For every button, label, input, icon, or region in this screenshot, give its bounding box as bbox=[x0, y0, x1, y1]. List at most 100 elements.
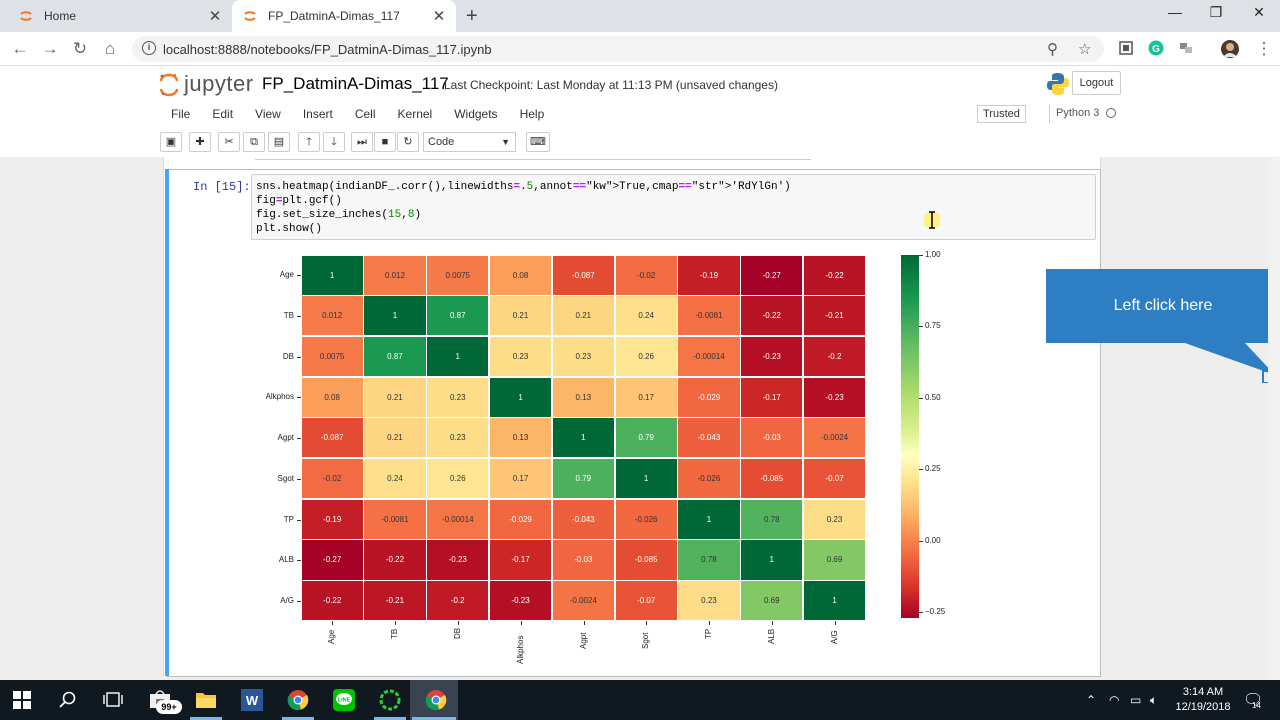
heatmap-cell: 0.23 bbox=[803, 499, 866, 539]
menu-view[interactable]: View bbox=[255, 107, 281, 121]
translate-icon[interactable] bbox=[1178, 40, 1196, 58]
menu-file[interactable]: File bbox=[171, 107, 191, 121]
copy-icon[interactable]: ⧉ bbox=[243, 132, 265, 152]
keyboard-icon[interactable]: ⌨ bbox=[526, 132, 550, 152]
heatmap-cell: -0.087 bbox=[301, 418, 363, 458]
menu-widgets[interactable]: Widgets bbox=[454, 107, 498, 121]
heatmap-y-tick bbox=[297, 316, 301, 318]
logout-button[interactable]: Logout bbox=[1072, 71, 1121, 95]
menu-insert[interactable]: Insert bbox=[302, 107, 333, 121]
svg-text:LINE: LINE bbox=[338, 698, 351, 704]
tab-title: Home bbox=[44, 9, 77, 23]
heatmap-y-tick bbox=[297, 519, 301, 521]
volume-icon[interactable]: 🔈︎ bbox=[1150, 693, 1158, 707]
minimize-icon[interactable]: — bbox=[1168, 4, 1182, 20]
heatmap-x-label: Sgot bbox=[641, 632, 651, 650]
taskbar-underline bbox=[412, 717, 456, 720]
heatmap-cell: -0.085 bbox=[615, 540, 677, 580]
svg-text:G: G bbox=[1152, 44, 1160, 55]
home-icon[interactable]: ⌂ bbox=[104, 39, 116, 58]
address-bar[interactable]: i localhost:8888/notebooks/FP_DatminA-Di… bbox=[132, 36, 1104, 62]
taskbar-clock[interactable]: 3:14 AM 12/19/2018 bbox=[1168, 685, 1238, 715]
task-view-icon[interactable] bbox=[101, 688, 125, 712]
word-icon[interactable]: W bbox=[240, 688, 264, 712]
tray-chevron-icon[interactable]: ⌃ bbox=[1086, 693, 1097, 707]
file-explorer-icon[interactable] bbox=[194, 688, 218, 712]
heatmap-cell: -0.2 bbox=[803, 336, 866, 377]
heatmap-cell: -0.23 bbox=[427, 540, 489, 580]
zoom-icon[interactable]: ⚲ bbox=[1047, 41, 1058, 58]
menu-dots-icon[interactable]: ⋮ bbox=[1255, 39, 1273, 58]
trusted-indicator[interactable]: Trusted bbox=[977, 105, 1026, 123]
heatmap-cell: -0.17 bbox=[489, 540, 552, 580]
line-icon[interactable]: LINE bbox=[332, 688, 356, 712]
jupyter-logo[interactable]: jupyter bbox=[159, 71, 254, 97]
heatmap-cell: 1 bbox=[427, 336, 489, 377]
move-down-icon[interactable]: 🡓 bbox=[323, 132, 345, 152]
python-logo-icon bbox=[1046, 72, 1070, 96]
new-tab-icon[interactable]: + bbox=[466, 5, 478, 27]
reload-icon[interactable]: ↻ bbox=[72, 39, 88, 58]
heatmap-cell: 0.69 bbox=[803, 540, 866, 580]
heatmap-cell: -0.22 bbox=[803, 255, 866, 295]
heatmap-cell: 0.13 bbox=[489, 418, 552, 458]
heatmap-cell: 0.21 bbox=[552, 296, 614, 336]
heatmap-cell: -0.00014 bbox=[678, 336, 740, 377]
heatmap-y-tick bbox=[297, 356, 301, 358]
tab-home[interactable]: Home ✕ bbox=[8, 0, 232, 32]
heatmap-cell: 1 bbox=[552, 418, 614, 458]
heatmap-y-label: DB bbox=[282, 351, 294, 361]
back-icon[interactable]: ← bbox=[11, 39, 29, 58]
info-icon[interactable]: i bbox=[142, 41, 156, 55]
notebook-title[interactable]: FP_DatminA-Dimas_117 bbox=[262, 74, 449, 93]
cell-type-select[interactable]: Code ▼ bbox=[423, 132, 516, 152]
cut-icon[interactable]: ✂ bbox=[218, 132, 240, 152]
heatmap-cell: 1 bbox=[301, 255, 363, 295]
save-icon[interactable]: ▣ bbox=[160, 132, 182, 152]
windows-start-icon[interactable] bbox=[10, 688, 34, 712]
interrupt-icon[interactable]: ■ bbox=[374, 132, 396, 152]
close-icon[interactable]: ✕ bbox=[432, 8, 446, 25]
jupyter-header: jupyter FP_DatminA-Dimas_117 Last Checkp… bbox=[0, 67, 1280, 157]
profile-avatar[interactable] bbox=[1221, 40, 1239, 58]
jupyter-favicon-icon bbox=[242, 8, 258, 24]
insert-cell-icon[interactable]: ✚ bbox=[189, 132, 211, 152]
close-icon[interactable]: ✕ bbox=[208, 8, 222, 25]
battery-icon[interactable]: ▭ bbox=[1130, 693, 1142, 707]
run-icon[interactable]: ⏭ bbox=[351, 132, 373, 152]
tutorial-callout[interactable]: Left click here bbox=[1046, 269, 1280, 343]
code-editor[interactable]: sns.heatmap(indianDF_.corr(),linewidths=… bbox=[251, 174, 1096, 240]
code-cell[interactable] bbox=[166, 169, 1101, 677]
heatmap-x-tick bbox=[458, 621, 459, 626]
chrome-active-icon[interactable] bbox=[424, 688, 448, 712]
bookmark-star-icon[interactable]: ☆ bbox=[1078, 41, 1092, 58]
heatmap-cell: 0.17 bbox=[615, 377, 677, 417]
menu-help[interactable]: Help bbox=[519, 107, 545, 121]
chrome-icon[interactable] bbox=[286, 688, 310, 712]
heatmap-x-label: Agpt bbox=[578, 632, 588, 650]
heatmap-cell: -0.23 bbox=[489, 581, 552, 621]
heatmap-cell: -0.23 bbox=[803, 377, 866, 417]
restore-icon[interactable]: ❐ bbox=[1209, 4, 1223, 20]
forward-icon[interactable]: → bbox=[41, 39, 59, 58]
page-scrollbar[interactable] bbox=[1268, 157, 1280, 680]
menu-edit[interactable]: Edit bbox=[212, 107, 234, 121]
menu-kernel[interactable]: Kernel bbox=[397, 107, 433, 121]
tab-notebook[interactable]: FP_DatminA-Dimas_117 ✕ bbox=[232, 0, 456, 32]
menu-cell[interactable]: Cell bbox=[354, 107, 376, 121]
paste-icon[interactable]: ▤ bbox=[268, 132, 290, 152]
restart-icon[interactable]: ↻ bbox=[397, 132, 419, 152]
heatmap-x-label: TB bbox=[390, 629, 400, 640]
wifi-icon[interactable]: ◠ bbox=[1109, 693, 1120, 707]
notification-center-icon[interactable]: 🗨︎ bbox=[1243, 692, 1264, 709]
heatmap-cell: -0.029 bbox=[678, 377, 740, 417]
grammarly-icon[interactable]: G bbox=[1148, 40, 1166, 58]
checkpoint-status: Last Checkpoint: Last Monday at 11:13 PM… bbox=[444, 78, 778, 92]
window-close-icon[interactable]: ✕ bbox=[1253, 4, 1265, 20]
colorbar-tick bbox=[919, 255, 923, 256]
move-up-icon[interactable]: 🡑 bbox=[298, 132, 320, 152]
extension-icon[interactable] bbox=[1118, 40, 1136, 58]
search-icon[interactable] bbox=[56, 688, 80, 712]
taskbar-underline bbox=[374, 717, 406, 720]
recorder-icon[interactable] bbox=[378, 688, 402, 712]
